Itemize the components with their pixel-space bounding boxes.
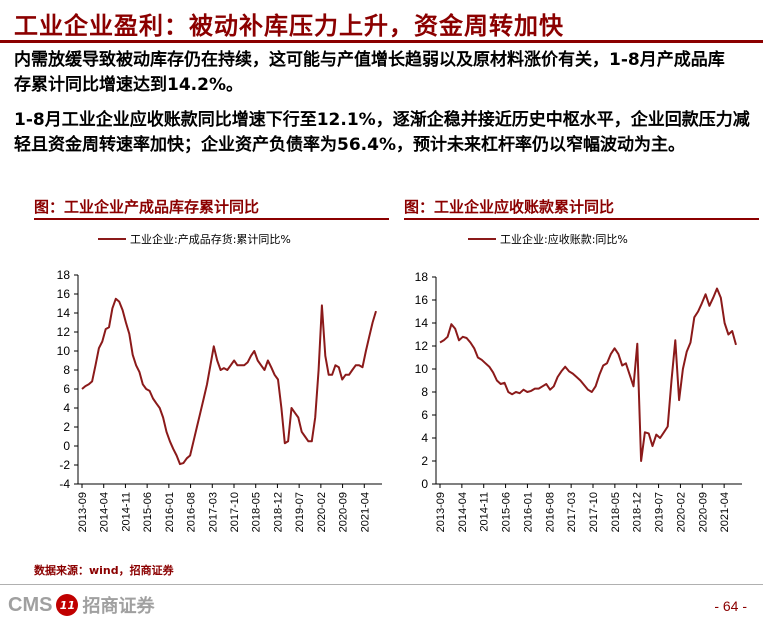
x-tick-label: 2015-06 — [142, 492, 154, 532]
chart-receivables-divider — [404, 218, 759, 220]
y-tick-label: 14 — [57, 306, 71, 320]
x-tick-label: 2016-01 — [164, 492, 176, 532]
y-tick-label: 10 — [415, 362, 429, 376]
x-tick-label: 2014-11 — [120, 492, 132, 532]
y-tick-label: 0 — [63, 439, 70, 453]
bullet-receivables: 1-8月工业企业应收账款同比增速下行至12.1%，逐渐企稳并接近历史中枢水平，企… — [14, 110, 750, 155]
x-tick-label: 2017-10 — [229, 492, 241, 532]
x-tick-label: 2019-07 — [294, 492, 306, 532]
legend-label: 工业企业:应收账款:同比% — [500, 232, 628, 246]
x-tick-label: 2020-02 — [675, 492, 687, 532]
series-line — [439, 287, 737, 462]
chart-inventory: 工业企业:产成品存货:累计同比% 18 16 14 12 10 8 6 4 2 0 -2 -4 2013-… — [57, 232, 382, 532]
bullet-inventory: 内需放缓导致被动库存仍在持续，这可能与产值增长趋弱以及原材料涨价有关，1-8月产… — [14, 50, 725, 95]
x-tick-label: 2018-05 — [610, 492, 622, 532]
y-tick-label: 16 — [415, 293, 429, 307]
x-tick-label: 2016-01 — [522, 492, 534, 532]
chart-receivables-panel-title: 图：工业企业应收账款累计同比 — [404, 198, 615, 216]
y-tick-label: 12 — [57, 325, 71, 339]
y-tick-label: 10 — [57, 344, 71, 358]
y-tick-label: 8 — [421, 385, 428, 399]
x-tick-label: 2021-04 — [359, 492, 371, 532]
y-tick-label: 6 — [421, 408, 428, 422]
title-divider — [0, 40, 763, 43]
data-source: 数据来源：wind，招商证券 — [34, 564, 174, 577]
y-tick-label: 14 — [415, 316, 429, 330]
x-tick-label: 2016-08 — [186, 492, 198, 532]
x-tick-label: 2014-04 — [99, 492, 111, 532]
y-tick-label: 6 — [63, 382, 70, 396]
x-tick-label: 2020-09 — [697, 492, 709, 532]
y-tick-label: 18 — [57, 268, 71, 282]
logo-cms-text: CMS — [8, 593, 53, 616]
y-tick-label: 18 — [415, 270, 429, 284]
y-tick-label: -4 — [59, 477, 70, 491]
x-tick-label: 2017-03 — [566, 492, 578, 532]
y-tick-label: 4 — [63, 401, 70, 415]
x-tick-label: 2014-11 — [479, 492, 491, 532]
x-tick-label: 2018-05 — [251, 492, 263, 532]
chart-inventory-panel-title: 图：工业企业产成品库存累计同比 — [34, 198, 260, 216]
y-tick-label: 16 — [57, 287, 71, 301]
footer-divider — [0, 584, 763, 585]
x-tick-label: 2018-12 — [272, 492, 284, 532]
series-line — [81, 297, 377, 466]
x-tick-label: 2013-09 — [77, 492, 89, 532]
y-tick-label: 2 — [421, 454, 428, 468]
y-tick-label: 4 — [421, 431, 428, 445]
x-tick-label: 2014-04 — [457, 492, 469, 532]
x-tick-label: 2017-10 — [588, 492, 600, 532]
logo-company-name: 招商证券 — [82, 596, 155, 617]
logo-mark-text: 11 — [59, 598, 76, 612]
x-tick-label: 2020-09 — [338, 492, 350, 532]
x-tick-label: 2016-08 — [544, 492, 556, 532]
x-tick-label: 2013-09 — [435, 492, 447, 532]
y-tick-label: -2 — [59, 458, 70, 472]
company-logo: CMS 11 招商证券 — [8, 592, 154, 618]
y-tick-label: 2 — [63, 420, 70, 434]
logo-mark-icon: 11 — [56, 594, 79, 616]
chart-receivables: 工业企业:应收账款:同比% 18 16 14 12 10 8 6 4 2 0 2013-09 2014-… — [415, 232, 742, 532]
x-tick-label: 2017-03 — [207, 492, 219, 532]
y-tick-label: 0 — [421, 477, 428, 491]
y-tick-label: 12 — [415, 339, 429, 353]
chart-inventory-divider — [34, 218, 389, 220]
x-tick-label: 2021-04 — [719, 492, 731, 532]
x-tick-label: 2019-07 — [654, 492, 666, 532]
x-tick-label: 2018-12 — [632, 492, 644, 532]
x-tick-label: 2020-02 — [316, 492, 328, 532]
legend-label: 工业企业:产成品存货:累计同比% — [130, 232, 291, 246]
slide-title: 工业企业盈利：被动补库压力上升，资金周转加快 — [14, 12, 564, 40]
y-tick-label: 8 — [63, 363, 70, 377]
page-number: - 64 - — [714, 598, 747, 614]
x-tick-label: 2015-06 — [501, 492, 513, 532]
